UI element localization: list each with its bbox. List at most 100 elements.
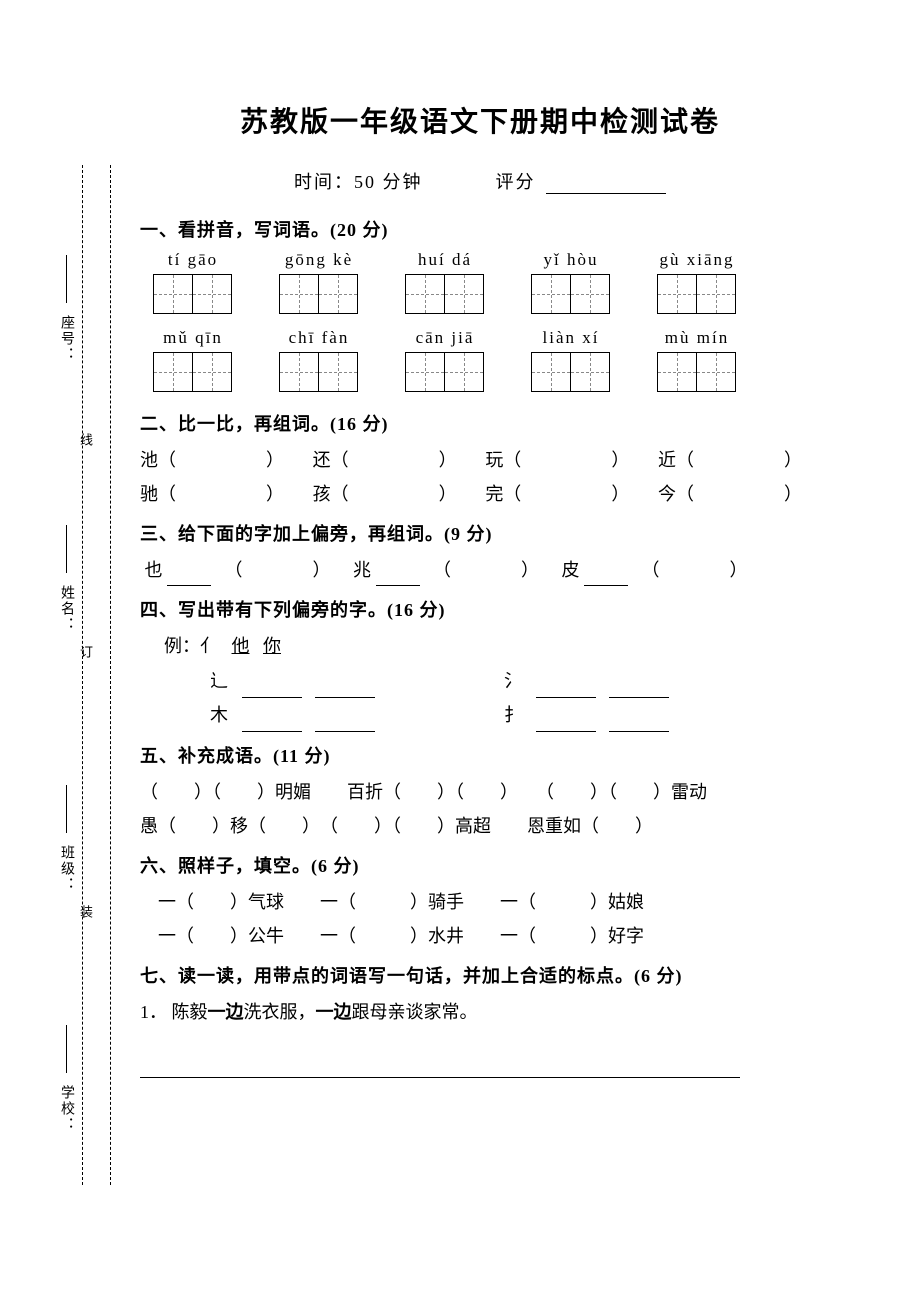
tian-box[interactable] (153, 274, 193, 314)
s6-line1: 一（ ）气球 一（ ）骑手 一（ ）姑娘 (140, 886, 820, 918)
paren: ） (611, 484, 629, 504)
pinyin-text: mù mín (650, 328, 744, 348)
score-blank[interactable] (546, 178, 666, 194)
s2-row1: 池（） 还（） 玩（） 近（） (140, 444, 820, 476)
pinyin-item: cān jiā (398, 328, 492, 392)
pinyin-item: gōng kè (272, 250, 366, 314)
section-3-heading: 三、给下面的字加上偏旁，再组词。(9 分) (140, 520, 820, 546)
tian-box[interactable] (192, 352, 232, 392)
answer-line[interactable] (140, 1046, 820, 1078)
paren: ） (266, 450, 284, 470)
dotted-word: 一边 (208, 1002, 244, 1022)
tian-box[interactable] (279, 274, 319, 314)
tian-box[interactable] (153, 352, 193, 392)
tian-box[interactable] (318, 352, 358, 392)
tian-box[interactable] (192, 274, 232, 314)
tian-box[interactable] (279, 352, 319, 392)
page-title: 苏教版一年级语文下册期中检测试卷 (140, 100, 820, 140)
paren: ） (266, 484, 284, 504)
s5-line1: （ ）（ ）明媚 百折（ ）（ ） （ ）（ ）雷动 (140, 776, 820, 808)
base-char: 兆 (353, 560, 371, 580)
base-char: 皮 (562, 560, 580, 580)
answer-blank[interactable] (140, 1060, 740, 1078)
tian-box[interactable] (657, 352, 697, 392)
paren: ） (439, 484, 457, 504)
pinyin-text: mǔ qīn (146, 328, 240, 348)
page: 座号： 线 姓名： 订 班级： 装 学校： 苏教版一年级语文下册期中检测试卷 时… (0, 0, 920, 1302)
pinyin-text: gōng kè (272, 250, 366, 270)
binding-sidebar: 座号： 线 姓名： 订 班级： 装 学校： (60, 165, 120, 1185)
pinyin-item: huí dá (398, 250, 492, 314)
side-blank-name (66, 525, 68, 573)
tian-box[interactable] (657, 274, 697, 314)
pinyin-item: mǔ qīn (146, 328, 240, 392)
tian-box[interactable] (405, 352, 445, 392)
blank[interactable] (609, 714, 669, 732)
paren: ） (784, 484, 802, 504)
side-blank-school (66, 1025, 68, 1073)
pinyin-item: tí gāo (146, 250, 240, 314)
blank[interactable] (242, 714, 302, 732)
radical: 扌 (504, 705, 522, 725)
section-2-heading: 二、比一比，再组词。(16 分) (140, 410, 820, 436)
side-label-school: 学校： (56, 1085, 76, 1133)
pinyin-text: cān jiā (398, 328, 492, 348)
side-label-name: 姓名： (56, 585, 76, 633)
dotted-word: 一边 (316, 1002, 352, 1022)
paren: ） (611, 450, 629, 470)
section-7-heading: 七、读一读，用带点的词语写一句话，并加上合适的标点。(6 分) (140, 962, 820, 988)
blank[interactable] (536, 714, 596, 732)
s2-row2: 驰（） 孩（） 完（） 今（） (140, 478, 820, 510)
char: 池（ (140, 450, 176, 470)
s5-line2: 愚（ ）移（ ） （ ）（ ）高超 恩重如（ ） (140, 810, 820, 842)
pinyin-item: gù xiāng (650, 250, 744, 314)
pinyin-text: yǐ hòu (524, 250, 618, 270)
radical: 木 (210, 705, 228, 725)
s7-item1: 1． 陈毅一边洗衣服，一边跟母亲谈家常。 (140, 996, 820, 1028)
tian-box[interactable] (318, 274, 358, 314)
blank[interactable] (584, 568, 628, 586)
pinyin-item: yǐ hòu (524, 250, 618, 314)
side-blank-seat (66, 255, 68, 303)
base-char: 也 (145, 560, 163, 580)
inner-dashed-line (82, 165, 83, 1185)
s4-example: 例：亻 他 你 (164, 630, 820, 662)
char: 孩（ (313, 484, 349, 504)
pinyin-item: liàn xí (524, 328, 618, 392)
tian-box[interactable] (696, 274, 736, 314)
tian-box[interactable] (531, 352, 571, 392)
score-label: 评分 (496, 172, 536, 192)
example-answer: 你 (263, 636, 281, 656)
blank[interactable] (536, 680, 596, 698)
tian-box[interactable] (444, 352, 484, 392)
section-6-heading: 六、照样子，填空。(6 分) (140, 852, 820, 878)
text: 陈毅 (172, 1002, 208, 1022)
blank[interactable] (315, 680, 375, 698)
tian-box[interactable] (696, 352, 736, 392)
blank[interactable] (315, 714, 375, 732)
pinyin-item: mù mín (650, 328, 744, 392)
tian-box[interactable] (570, 274, 610, 314)
pinyin-row-2: mǔ qīn chī fàn cān jiā liàn xí mù mín (140, 328, 820, 392)
s6-line2: 一（ ）公牛 一（ ）水井 一（ ）好字 (140, 920, 820, 952)
text: 跟母亲谈家常。 (352, 1002, 478, 1022)
example-answer: 他 (232, 636, 250, 656)
blank[interactable] (242, 680, 302, 698)
char: 玩（ (485, 450, 521, 470)
tian-box[interactable] (531, 274, 571, 314)
tian-box[interactable] (570, 352, 610, 392)
tian-box[interactable] (405, 274, 445, 314)
blank[interactable] (609, 680, 669, 698)
s4-row1: 辶 氵 (210, 664, 820, 698)
blank[interactable] (376, 568, 420, 586)
section-4-heading: 四、写出带有下列偏旁的字。(16 分) (140, 596, 820, 622)
side-mark-xian: 线 (76, 433, 95, 446)
pinyin-text: gù xiāng (650, 250, 744, 270)
s3-line: 也 （） 兆 （） 皮 （） (140, 554, 820, 586)
blank[interactable] (167, 568, 211, 586)
tian-box[interactable] (444, 274, 484, 314)
paren: ） (784, 450, 802, 470)
radical: 辶 (210, 671, 228, 691)
section-5-heading: 五、补充成语。(11 分) (140, 742, 820, 768)
char: 今（ (658, 484, 694, 504)
